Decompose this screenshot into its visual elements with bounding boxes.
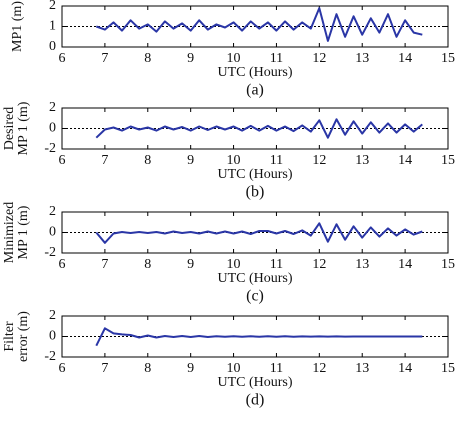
x-tick-label: 15 <box>441 51 455 66</box>
x-tick-label: 10 <box>227 361 241 376</box>
x-tick-label: 14 <box>398 153 412 168</box>
y-tick-label: 0 <box>49 121 56 136</box>
x-tick-label: 8 <box>144 257 151 272</box>
x-tick-label: 6 <box>59 51 66 66</box>
plot-frame <box>61 107 449 150</box>
y-axis-label: MP 1 (m) <box>16 205 31 259</box>
y-tick-label: 2 <box>49 0 56 13</box>
x-tick-label: 10 <box>227 51 241 66</box>
x-tick-label: 7 <box>101 153 108 168</box>
x-tick-label: 6 <box>59 153 66 168</box>
x-tick-label: 12 <box>312 257 326 272</box>
plot-frame <box>61 5 449 48</box>
x-tick-label: 7 <box>101 51 108 66</box>
x-tick-label: 15 <box>441 257 455 272</box>
y-tick-label: 2 <box>49 308 56 323</box>
x-tick-label: 7 <box>101 361 108 376</box>
x-tick-label: 12 <box>312 51 326 66</box>
x-tick-label: 11 <box>270 51 283 66</box>
x-tick-label: 15 <box>441 153 455 168</box>
x-tick-label: 9 <box>187 153 194 168</box>
x-tick-label: 11 <box>270 361 283 376</box>
x-axis-label: UTC (Hours) <box>217 167 292 182</box>
x-tick-label: 13 <box>355 153 369 168</box>
plot-frame <box>61 315 449 358</box>
x-tick-label: 6 <box>59 361 66 376</box>
y-tick-label: 0 <box>49 39 56 54</box>
x-tick-label: 9 <box>187 257 194 272</box>
x-tick-label: 15 <box>441 361 455 376</box>
y-tick-label: 0 <box>49 329 56 344</box>
caption: (b) <box>246 184 265 201</box>
x-tick-label: 14 <box>398 361 412 376</box>
y-tick-label: 2 <box>49 100 56 115</box>
y-tick-label: 2 <box>49 204 56 219</box>
y-tick-label: -2 <box>44 141 56 156</box>
x-tick-label: 11 <box>270 257 283 272</box>
x-tick-label: 13 <box>355 361 369 376</box>
caption: (d) <box>246 392 265 409</box>
x-tick-label: 10 <box>227 257 241 272</box>
x-tick-label: 8 <box>144 51 151 66</box>
x-tick-label: 6 <box>59 257 66 272</box>
x-axis-label: UTC (Hours) <box>217 65 292 80</box>
y-axis-label: MP1 (m) <box>10 1 25 52</box>
data-line <box>95 327 423 347</box>
data-line <box>95 7 423 42</box>
x-tick-label: 13 <box>355 51 369 66</box>
y-axis-label: error (m) <box>16 311 31 362</box>
plot-frame <box>61 211 449 254</box>
x-tick-label: 10 <box>227 153 241 168</box>
data-line <box>95 222 423 244</box>
x-tick-label: 11 <box>270 153 283 168</box>
caption: (a) <box>246 82 264 99</box>
y-tick-label: -2 <box>44 245 56 260</box>
y-tick-label: -2 <box>44 349 56 364</box>
x-axis-label: UTC (Hours) <box>217 271 292 286</box>
x-axis-label: UTC (Hours) <box>217 375 292 390</box>
y-axis-label: Minimized <box>2 202 17 263</box>
data-line <box>95 118 423 139</box>
y-axis-label: Desired <box>2 107 17 151</box>
x-tick-label: 9 <box>187 51 194 66</box>
y-tick-label: 0 <box>49 225 56 240</box>
x-tick-label: 8 <box>144 153 151 168</box>
x-tick-label: 13 <box>355 257 369 272</box>
x-tick-label: 12 <box>312 153 326 168</box>
x-tick-label: 12 <box>312 361 326 376</box>
y-tick-label: 1 <box>49 19 56 34</box>
x-tick-label: 8 <box>144 361 151 376</box>
x-tick-label: 7 <box>101 257 108 272</box>
x-tick-label: 9 <box>187 361 194 376</box>
y-axis-label: Filter <box>2 321 17 352</box>
caption: (c) <box>246 288 264 305</box>
x-tick-label: 14 <box>398 257 412 272</box>
x-tick-label: 14 <box>398 51 412 66</box>
y-axis-label: MP 1 (m) <box>16 101 31 155</box>
